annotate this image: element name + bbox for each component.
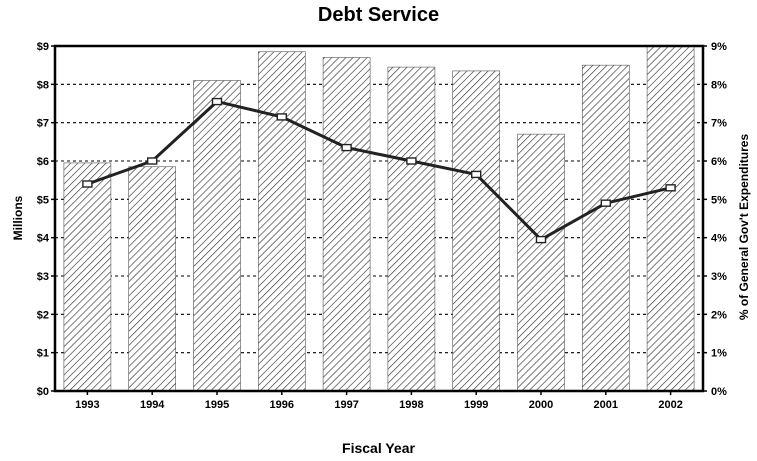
- data-point: [535, 235, 547, 244]
- bar: [63, 162, 112, 392]
- right-tick-label: 4%: [711, 233, 727, 245]
- bar: [387, 66, 436, 392]
- left-tick-label: $7: [37, 118, 49, 130]
- x-tick-label: 1996: [270, 399, 294, 411]
- data-point: [665, 184, 676, 192]
- right-tick-label: 9%: [711, 41, 727, 53]
- x-tick-label: 2002: [658, 399, 682, 411]
- y-axis-title: Millions: [11, 195, 25, 240]
- chart-title: Debt Service: [317, 4, 440, 26]
- data-point: [471, 170, 482, 179]
- left-tick-label: $2: [37, 309, 49, 321]
- left-tick-label: $5: [37, 194, 49, 206]
- x-tick-label: 1993: [75, 399, 99, 411]
- left-axis-ticks: $0 $1 $2 $3 $4 $5 $6 $7 $8 $9: [37, 41, 55, 398]
- right-tick-label: 7%: [711, 118, 727, 130]
- data-point: [146, 157, 158, 165]
- bar: [128, 166, 176, 392]
- bar: [581, 64, 630, 392]
- right-tick-label: 6%: [711, 156, 727, 168]
- bar: [517, 133, 565, 392]
- bar: [646, 45, 695, 392]
- x-axis-title: Fiscal Year: [342, 440, 415, 456]
- left-tick-label: $6: [37, 156, 49, 168]
- right-tick-label: 5%: [711, 194, 727, 206]
- data-point: [211, 97, 223, 106]
- right-tick-label: 1%: [711, 348, 727, 360]
- bar: [193, 80, 241, 392]
- data-point: [276, 113, 287, 121]
- right-tick-label: 3%: [711, 271, 727, 283]
- right-axis-ticks: 0% 1% 2% 3% 4% 5% 6% 7% 8% 9%: [703, 41, 727, 398]
- left-tick-label: $0: [37, 386, 49, 398]
- x-tick-label: 1999: [464, 399, 488, 411]
- y2-axis-title: % of General Gov't Expenditures: [737, 134, 751, 321]
- x-axis-ticks: 1993 1994 1995 1996 1997 1998 1999 2000 2001 2002: [75, 391, 683, 411]
- plot-frame: [53, 44, 705, 393]
- left-tick-label: $1: [37, 348, 49, 360]
- x-tick-label: 1997: [334, 399, 358, 411]
- left-tick-label: $9: [37, 41, 49, 53]
- data-point: [406, 157, 417, 165]
- x-tick-label: 1995: [205, 399, 229, 411]
- bar: [322, 57, 371, 392]
- x-tick-label: 1998: [399, 399, 423, 411]
- bar: [257, 51, 306, 392]
- x-tick-label: 2000: [529, 399, 553, 411]
- left-tick-label: $8: [37, 79, 49, 91]
- data-point: [600, 199, 611, 207]
- left-tick-label: $3: [37, 271, 49, 283]
- left-tick-label: $4: [37, 233, 50, 245]
- bar: [452, 70, 501, 392]
- x-tick-label: 1994: [140, 399, 165, 411]
- line-series: [82, 97, 676, 244]
- x-tick-label: 2001: [594, 399, 618, 411]
- series-line: [86, 100, 671, 242]
- bar-series: [63, 45, 695, 392]
- right-tick-label: 8%: [711, 79, 727, 91]
- data-point: [82, 180, 93, 188]
- right-tick-label: 0%: [711, 386, 727, 398]
- right-tick-label: 2%: [711, 309, 727, 321]
- data-point: [341, 143, 352, 152]
